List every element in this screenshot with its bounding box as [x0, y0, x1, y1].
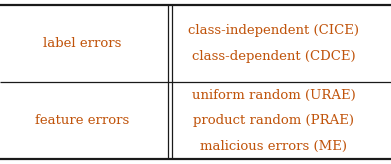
Text: uniform random (URAE): uniform random (URAE)	[192, 89, 355, 102]
Text: product random (PRAE): product random (PRAE)	[193, 114, 354, 127]
Text: label errors: label errors	[43, 37, 121, 50]
Text: class-dependent (CDCE): class-dependent (CDCE)	[192, 50, 355, 63]
Text: class-independent (CICE): class-independent (CICE)	[188, 24, 359, 37]
Text: malicious errors (ME): malicious errors (ME)	[200, 139, 347, 153]
Text: feature errors: feature errors	[35, 114, 129, 127]
